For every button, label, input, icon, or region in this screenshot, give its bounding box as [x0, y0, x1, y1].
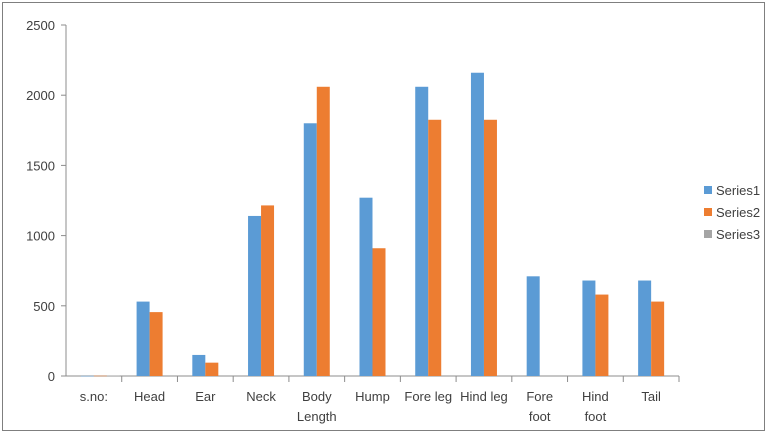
bar-series1 [638, 280, 652, 376]
bar-series1 [136, 301, 150, 376]
x-tick-label-line: Head [134, 389, 165, 404]
bar-series2 [149, 312, 163, 376]
bar-series1 [248, 215, 262, 376]
legend-label: Series2 [716, 205, 760, 220]
y-tick-label: 0 [48, 369, 55, 384]
legend: Series1 Series2 Series3 [704, 183, 760, 242]
x-tick-label-line: foot [529, 409, 551, 424]
bar-series2 [372, 248, 386, 376]
x-tick-label-line: foot [585, 409, 607, 424]
legend-swatch [704, 208, 712, 216]
bar-series2 [261, 205, 275, 376]
x-tick-label-line: Length [297, 409, 337, 424]
bar-series2 [316, 86, 330, 376]
x-tick-label: Hind foot [582, 389, 609, 424]
bar-series2 [483, 119, 497, 377]
x-tick-label-line: Tail [641, 389, 661, 404]
bar-series2 [651, 301, 665, 376]
bar-series2 [93, 375, 107, 377]
y-tick-label: 2000 [26, 88, 55, 103]
bar-series2 [205, 362, 219, 376]
x-tick-label: Hump [355, 389, 390, 404]
y-tick-label: 1500 [26, 158, 55, 173]
y-tick-label: 2500 [26, 18, 55, 33]
x-tick-label: Ear [195, 389, 216, 404]
x-axis: s.no: Head Ear Neck Body Length Hump Fore leg Hi… [66, 375, 680, 424]
x-tick-label-line: Neck [246, 389, 276, 404]
legend-label: Series1 [716, 183, 760, 198]
bar-series2 [595, 294, 609, 376]
x-tick-label-line: Fore [526, 389, 553, 404]
x-tick-label: Hind leg [460, 389, 508, 404]
bar-series1 [303, 123, 317, 376]
x-tick-label-line: Ear [195, 389, 216, 404]
x-tick-label: Neck [246, 389, 276, 404]
bar-series1 [526, 276, 540, 376]
y-tick-label: 1000 [26, 229, 55, 244]
bar-series1 [80, 375, 94, 377]
y-axis: 0 500 1000 1500 2000 2500 [26, 18, 67, 384]
legend-swatch [704, 230, 712, 238]
x-tick-label-line: Fore leg [404, 389, 452, 404]
bar-series1 [359, 197, 373, 376]
bar-series3 [106, 375, 120, 377]
x-tick-label: Fore leg [404, 389, 452, 404]
bar-series1 [415, 86, 429, 376]
bar-series1 [470, 72, 484, 377]
y-tick-label: 500 [33, 299, 55, 314]
bar-series2 [428, 119, 442, 377]
x-tick-label-line: Hump [355, 389, 390, 404]
bars [80, 72, 665, 377]
x-tick-label-line: Body [302, 389, 332, 404]
x-tick-label: Fore foot [526, 389, 553, 424]
bar-series1 [582, 280, 596, 376]
x-tick-label: s.no: [80, 389, 108, 404]
x-tick-label-line: s.no: [80, 389, 108, 404]
bar-series1 [192, 354, 206, 376]
x-tick-label: Tail [641, 389, 661, 404]
legend-label: Series3 [716, 227, 760, 242]
x-tick-label: Head [134, 389, 165, 404]
x-tick-label-line: Hind leg [460, 389, 508, 404]
x-tick-label-line: Hind [582, 389, 609, 404]
x-tick-label: Body Length [297, 389, 337, 424]
legend-swatch [704, 186, 712, 194]
